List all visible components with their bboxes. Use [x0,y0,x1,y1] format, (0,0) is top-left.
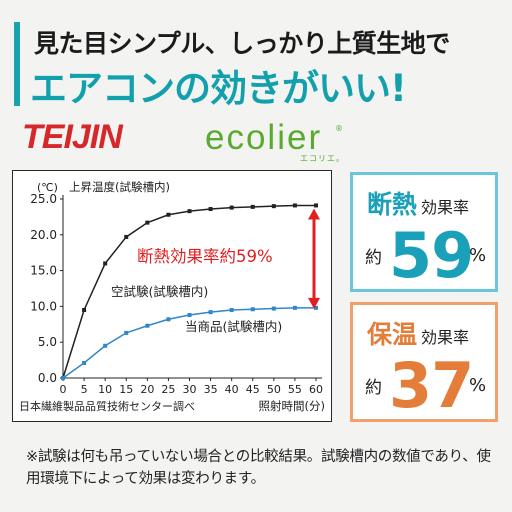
series-1-point [314,305,318,310]
y-tick-label: 20.0 [30,228,57,242]
series-1-point [82,360,87,365]
x-axis-label: 照射時間(分) [259,399,325,413]
insulation-value: 59 [389,219,474,292]
series-0-point [208,207,213,212]
series-1-point [187,312,192,317]
series-1-point [271,306,276,311]
warmth-value: 37 [389,349,474,422]
x-tick-label: 60 [309,383,323,396]
series-0-point [103,261,108,266]
series-1-point [103,343,108,348]
series-0-point [124,234,129,239]
series-0-point [292,203,297,208]
series-0-point [250,204,255,209]
x-tick-label: 15 [119,383,133,396]
insulation-unit: % [469,245,487,266]
x-tick-label: 30 [183,383,197,396]
insulation-sublabel: 効果率 [421,198,470,217]
series-1-point [166,317,171,322]
series-label-product: 当商品(試験槽内) [185,319,282,334]
annotation-label: 断熱効果率約59% [137,247,273,266]
brand-logo-teijin: TEIJIN [22,118,123,156]
series-1-point [208,310,213,315]
x-tick-label: 40 [225,383,239,396]
x-tick-label: 20 [140,383,154,396]
warmth-stat-card: 保温 効果率 約 37 % [350,302,498,422]
y-tick-label: 0.0 [38,371,57,385]
series-1-point [61,376,65,380]
y-axis-label: 上昇温度(試験槽内) [69,180,170,194]
headline-line2: エアコンの効きがいい! [30,67,407,110]
x-tick-label: 50 [267,383,281,396]
warmth-unit: % [469,375,487,396]
series-0-point [271,204,276,209]
insulation-label: 断熱 効果率 [367,190,470,219]
x-tick-label: 45 [246,383,260,396]
headline-line1: 見た目シンプル、しっかり上質生地で [34,29,450,58]
x-tick-label: 5 [81,383,88,396]
y-tick-label: 5.0 [38,335,57,349]
footnote: ※試験は何も吊っていない場合との比較結果。試験槽内の数値であり、使用環境下によっ… [26,449,491,487]
x-tick-label: 25 [161,383,175,396]
series-0-point [82,307,87,312]
series-label-control: 空試験(試験槽内) [111,284,208,299]
insulation-approx: 約 [365,248,382,268]
brand-registered-mark: ® [335,124,343,133]
series-1-point [145,323,150,328]
series-1-point [292,305,297,310]
x-tick-label: 10 [98,383,112,396]
warmth-sublabel: 効果率 [421,328,470,347]
series-0-point [314,203,318,208]
brand-product-kana: エコリエ。 [300,154,345,163]
chart-svg: (℃) 上昇温度(試験槽内) 0.0 5.0 10.0 15.0 20.0 25.0 0 5 10 1… [19,180,325,413]
brand-logo-ecolier: ecolier [205,118,323,157]
annotation-arrow-head-up [308,208,320,220]
chart-source-note: 日本繊維製品品質技術センター調べ [19,399,195,413]
y-tick-label: 15.0 [30,264,57,278]
warmth-label: 保温 効果率 [367,320,470,349]
warmth-approx: 約 [365,378,382,398]
y-tick-label: 25.0 [30,192,57,206]
temperature-chart: (℃) 上昇温度(試験槽内) 0.0 5.0 10.0 15.0 20.0 25.0 0 5 10 1… [12,170,332,422]
series-0-point [187,209,192,214]
headline-accent-bar [14,22,20,106]
series-0-point [166,212,171,217]
x-tick-label: 55 [288,383,302,396]
series-1-point [229,307,234,312]
y-tick-label: 10.0 [30,299,57,313]
series-0-point [145,220,150,225]
y-unit-label: (℃) [37,181,58,194]
series-1-point [124,330,129,335]
series-0-point [229,205,234,210]
x-tick-label: 0 [60,383,67,396]
insulation-stat-card: 断熱 効果率 約 59 % [350,172,498,292]
series-1-point [250,307,255,312]
annotation-arrow-head-down [308,297,320,309]
x-tick-label: 35 [204,383,218,396]
